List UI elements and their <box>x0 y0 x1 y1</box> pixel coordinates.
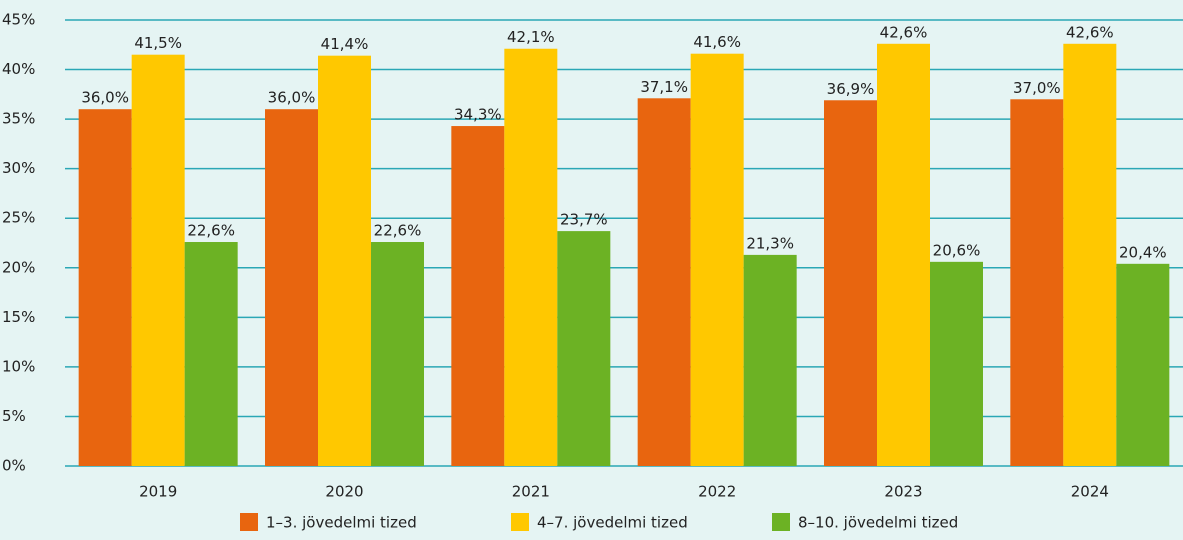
x-tick-label: 2022 <box>698 483 736 501</box>
bar <box>1063 43 1117 466</box>
legend-label: 4–7. jövedelmi tized <box>537 514 688 532</box>
value-label: 42,1% <box>507 28 555 46</box>
bar <box>824 100 877 466</box>
legend-swatch <box>240 513 258 531</box>
y-tick-label: 25% <box>2 209 35 227</box>
legend-swatch <box>511 513 529 531</box>
value-label: 36,9% <box>827 80 875 98</box>
legend-label: 8–10. jövedelmi tized <box>798 514 958 532</box>
bar <box>1116 263 1170 466</box>
x-tick-label: 2019 <box>139 483 177 501</box>
value-label: 20,4% <box>1119 243 1167 261</box>
value-label: 36,0% <box>268 89 316 107</box>
x-tick-label: 2023 <box>884 483 922 501</box>
bar <box>184 242 238 466</box>
y-tick-label: 45% <box>2 11 35 29</box>
value-label: 36,0% <box>81 89 129 107</box>
bar <box>504 48 558 467</box>
bar <box>265 109 318 466</box>
value-label: 37,1% <box>640 78 688 96</box>
y-tick-label: 10% <box>2 357 35 375</box>
bar <box>637 98 691 466</box>
bar <box>690 53 744 466</box>
legend-swatch <box>772 513 790 531</box>
y-tick-label: 40% <box>2 60 35 78</box>
bar <box>877 43 930 466</box>
value-label: 22,6% <box>187 222 235 240</box>
y-tick-label: 35% <box>2 110 35 128</box>
y-tick-label: 20% <box>2 258 35 276</box>
value-label: 41,5% <box>134 34 182 52</box>
legend-label: 1–3. jövedelmi tized <box>266 514 417 532</box>
value-label: 34,3% <box>454 106 502 124</box>
value-label: 41,4% <box>321 35 369 53</box>
bar <box>557 231 611 466</box>
x-tick-label: 2020 <box>325 483 363 501</box>
bar <box>131 54 185 466</box>
x-tick-label: 2021 <box>512 483 550 501</box>
y-tick-label: 0% <box>2 457 26 475</box>
value-label: 42,6% <box>880 23 928 41</box>
y-tick-label: 30% <box>2 159 35 177</box>
bar <box>451 126 505 466</box>
y-tick-label: 15% <box>2 308 35 326</box>
value-label: 37,0% <box>1013 79 1061 97</box>
value-label: 20,6% <box>933 241 981 259</box>
value-label: 23,7% <box>560 211 608 229</box>
bar <box>1010 99 1064 467</box>
bar <box>930 261 983 466</box>
bar <box>743 254 797 466</box>
value-label: 21,3% <box>746 234 794 252</box>
y-tick-label: 5% <box>2 407 26 425</box>
value-label: 42,6% <box>1066 23 1114 41</box>
bar <box>371 242 424 466</box>
bar <box>78 109 132 466</box>
x-tick-label: 2024 <box>1071 483 1109 501</box>
value-label: 22,6% <box>374 222 422 240</box>
value-label: 41,6% <box>693 33 741 51</box>
bar <box>318 55 371 467</box>
